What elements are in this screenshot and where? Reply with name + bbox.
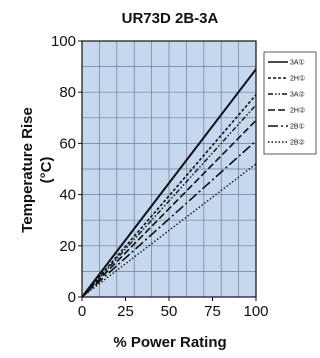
y-tick-label: 60 (59, 135, 76, 152)
series-line-5 (81, 140, 257, 298)
y-tick-label: 100 (51, 33, 76, 50)
y-tick-label: 0 (68, 289, 76, 306)
legend-label: 2B② (290, 139, 305, 147)
legend-label: 2B① (290, 123, 305, 131)
y-tick-label: 40 (59, 187, 76, 204)
series-line-2 (81, 94, 257, 298)
y-tick-label: 80 (59, 84, 76, 101)
legend-label: 3A② (290, 91, 305, 99)
axis-ticks: 0 25 50 75 100 0 20 40 60 80 100 (51, 33, 269, 320)
series-group (81, 68, 257, 298)
y-axis-label: Temperature Rise (19, 107, 36, 233)
legend-box (263, 51, 317, 155)
legend: 3A① 2H① 3A② 2H② 2B① 2B② (263, 51, 317, 155)
legend-label: 2H① (290, 75, 305, 83)
series-line-3 (81, 104, 257, 298)
series-line-6 (81, 163, 257, 298)
x-tick-label: 50 (161, 303, 178, 320)
series-line-4 (81, 119, 257, 298)
x-axis-label: % Power Rating (113, 334, 226, 351)
x-tick-label: 75 (204, 303, 221, 320)
x-tick-label: 0 (78, 303, 86, 320)
legend-label: 3A① (290, 59, 305, 67)
y-tick-label: 20 (59, 238, 76, 255)
y-axis-unit-label: (°C) (38, 157, 55, 184)
plot-area (81, 40, 257, 298)
chart-title: UR73D 2B-3A (122, 10, 219, 27)
series-line-1 (81, 68, 257, 298)
legend-label: 2H② (290, 107, 305, 115)
x-tick-label: 25 (117, 303, 134, 320)
x-tick-label: 100 (243, 303, 268, 320)
